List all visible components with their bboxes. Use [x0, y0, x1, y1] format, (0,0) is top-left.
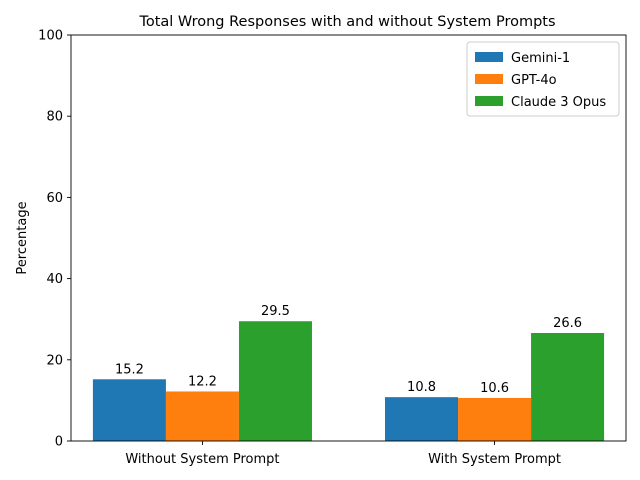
- bar-value-label: 10.8: [407, 380, 436, 395]
- y-axis-label: Percentage: [15, 201, 30, 274]
- legend-label: Claude 3 Opus: [511, 95, 606, 110]
- bar-value-label: 29.5: [261, 304, 290, 319]
- legend-swatch: [475, 52, 503, 62]
- y-tick-label: 20: [46, 353, 63, 368]
- bar: [385, 397, 459, 441]
- legend-label: Gemini-1: [511, 51, 570, 66]
- bar: [238, 321, 312, 441]
- bar: [165, 391, 239, 441]
- legend-swatch: [475, 74, 503, 84]
- y-tick-label: 60: [46, 191, 63, 206]
- bar: [458, 397, 532, 441]
- x-tick-label: Without System Prompt: [125, 452, 279, 467]
- bar: [531, 333, 605, 441]
- legend: Gemini-1 GPT-4o Claude 3 Opus: [466, 41, 620, 117]
- bar: [92, 379, 166, 441]
- bar-value-label: 12.2: [188, 374, 217, 389]
- bar-value-label: 15.2: [115, 362, 144, 377]
- bar-value-label: 26.6: [553, 316, 582, 331]
- y-tick-label: 0: [55, 435, 63, 450]
- x-tick-label: With System Prompt: [428, 452, 561, 467]
- legend-label: GPT-4o: [511, 73, 557, 88]
- plot-frame: [70, 34, 627, 442]
- legend-box: [466, 41, 620, 117]
- y-tick-label: 40: [46, 272, 63, 287]
- plot-area: 0 20 40 60 80 100 15.2 10.8 12.2 10.6 29.5 26.6 With…: [38, 29, 605, 467]
- y-tick-label: 100: [38, 29, 63, 44]
- bar-value-label: 10.6: [480, 381, 509, 396]
- chart-title: Total Wrong Responses with and without S…: [138, 14, 555, 30]
- y-tick-label: 80: [46, 110, 63, 125]
- legend-swatch: [475, 96, 503, 106]
